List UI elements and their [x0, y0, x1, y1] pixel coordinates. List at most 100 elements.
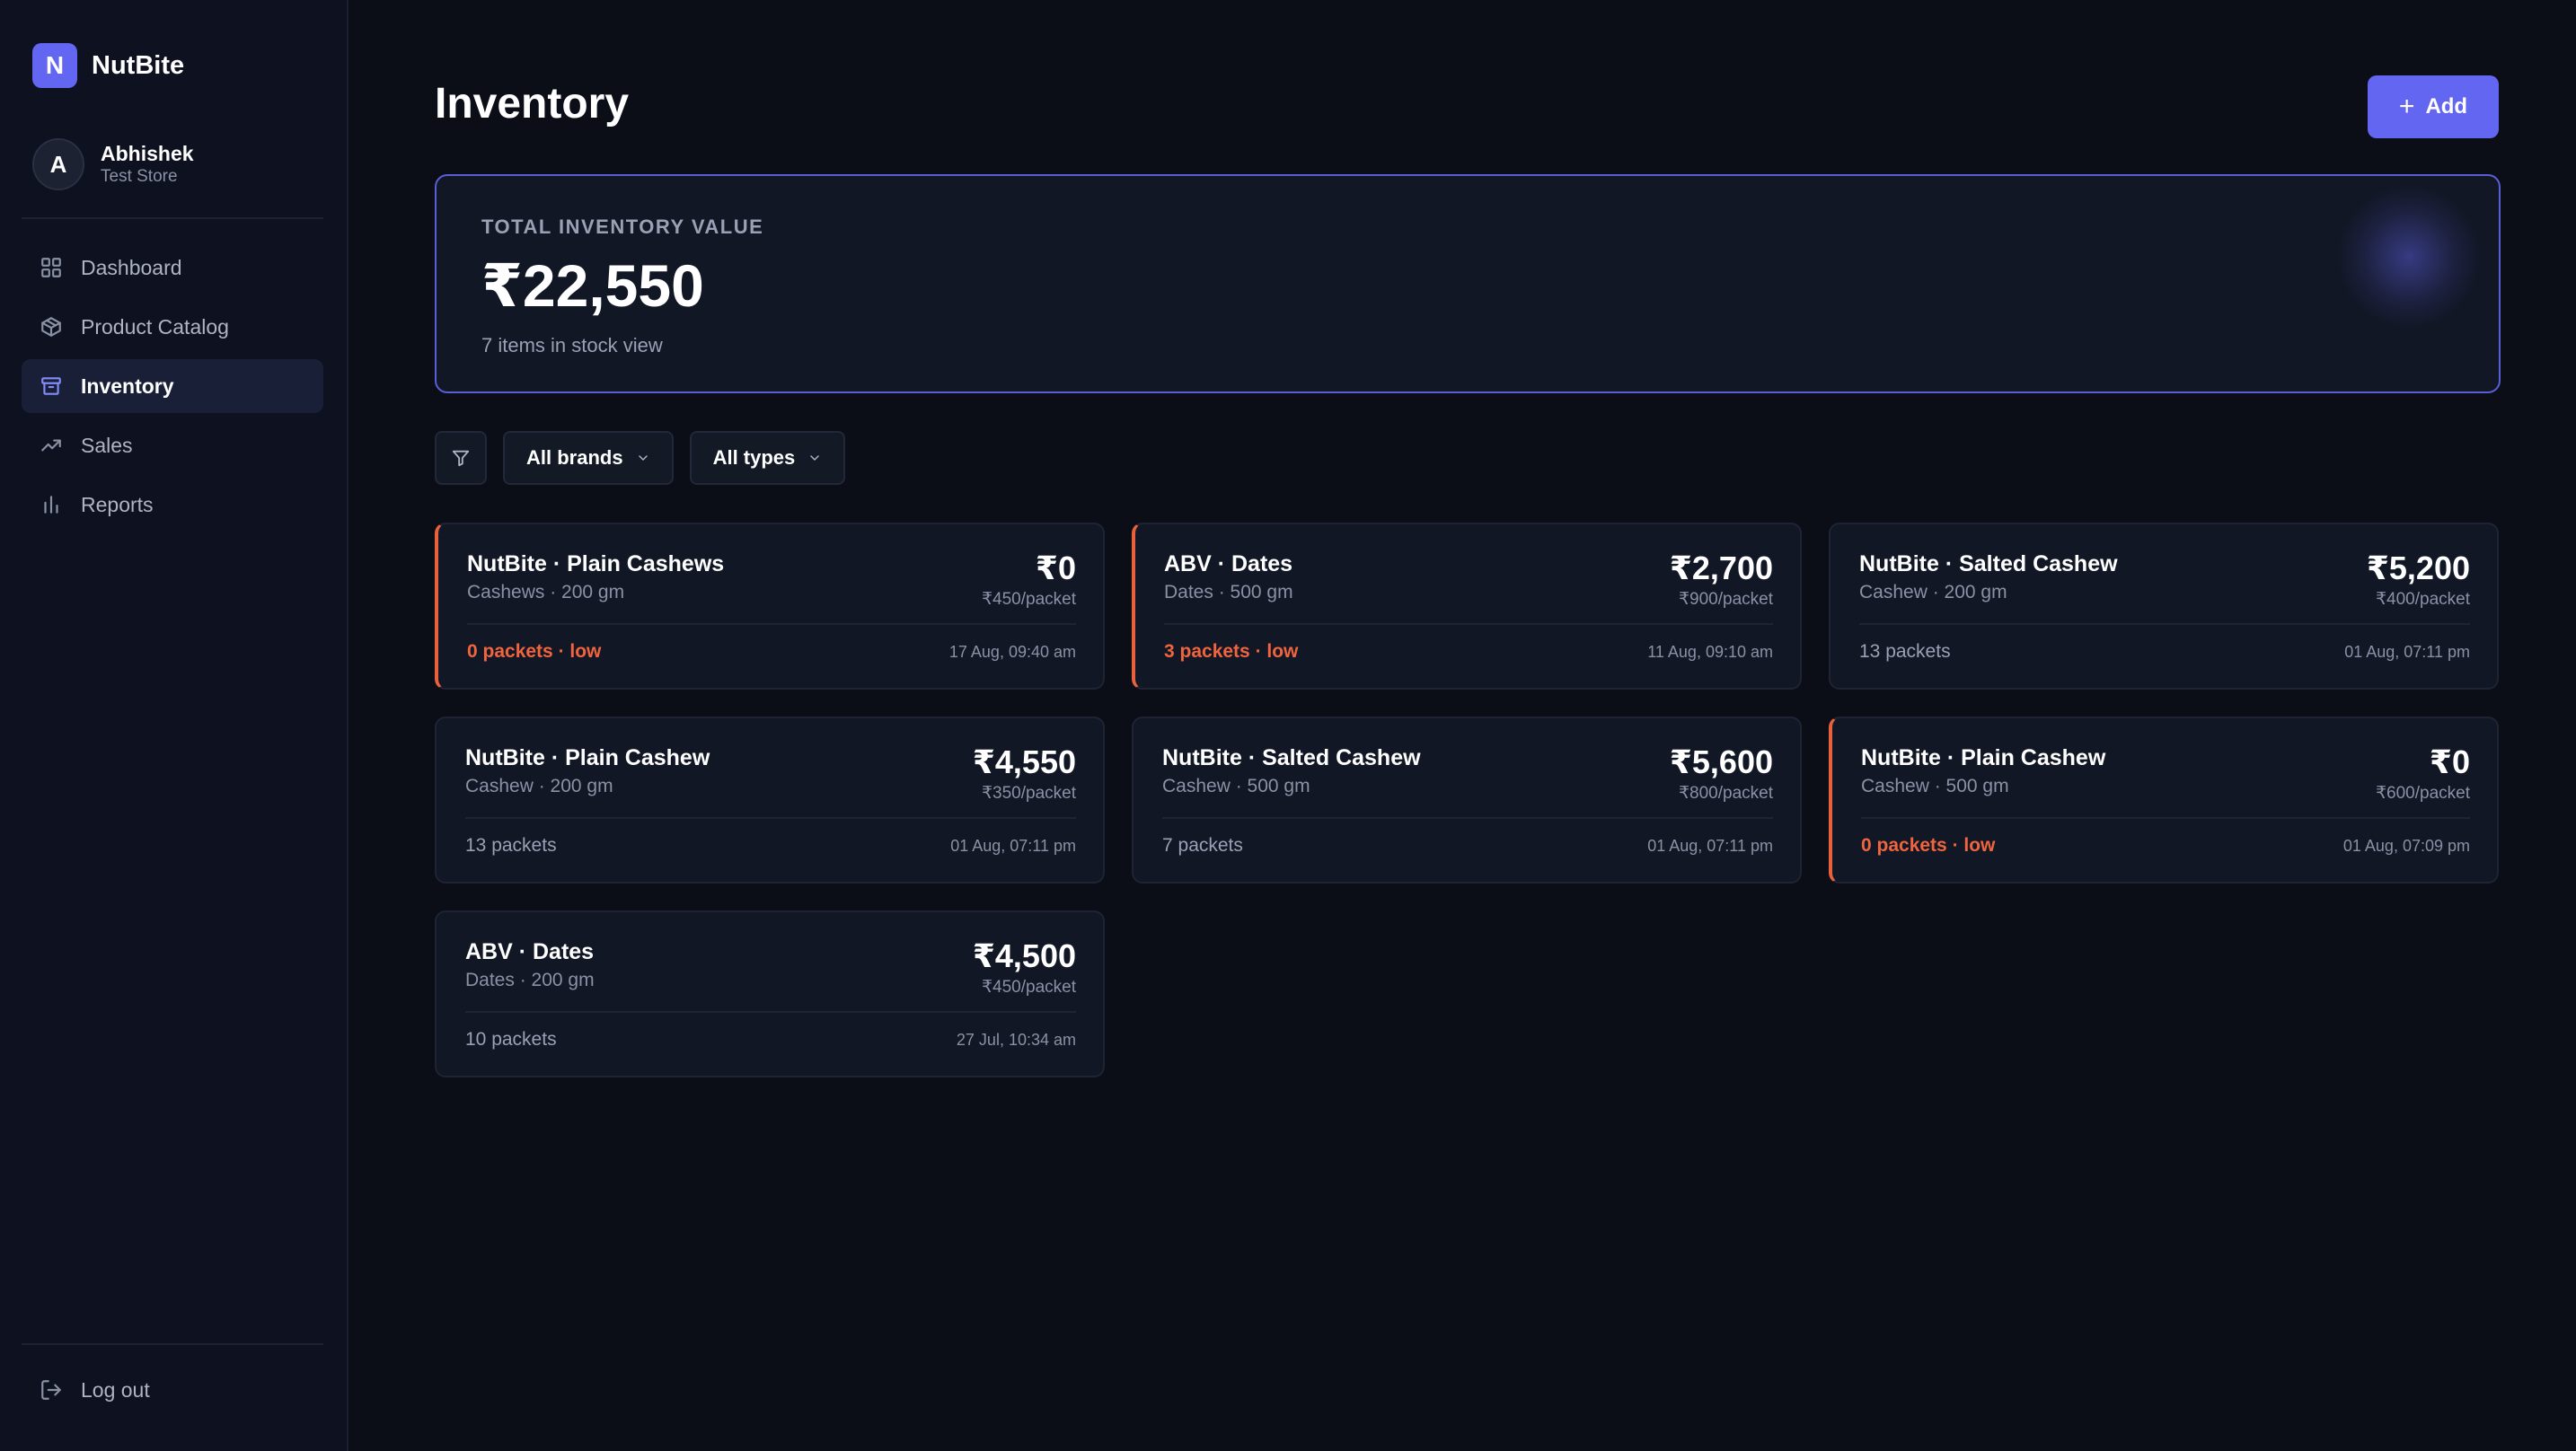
sidebar-divider [22, 217, 323, 219]
item-subtitle: Dates · 500 gm [1164, 582, 1293, 602]
sidebar-item-label: Reports [81, 492, 154, 516]
item-stock: 13 packets [1859, 641, 1951, 662]
user-profile[interactable]: A Abhishek Test Store [32, 138, 194, 190]
sidebar-item-label: Inventory [81, 374, 174, 398]
item-value: ₹2,700 [1669, 550, 1773, 586]
card-divider [1861, 817, 2470, 819]
sidebar-item-label: Sales [81, 433, 133, 457]
sidebar-nav: Dashboard Product Catalog Inventory Sale… [22, 241, 323, 537]
inventory-card[interactable]: NutBite · Plain Cashew Cashew · 200 gm ₹… [435, 717, 1105, 884]
log-out-icon [40, 1378, 63, 1402]
item-value: ₹4,550 [972, 743, 1076, 780]
item-value: ₹5,600 [1669, 743, 1773, 780]
item-stock: 13 packets [465, 835, 557, 856]
item-date: 01 Aug, 07:11 pm [1647, 837, 1773, 855]
item-title: NutBite · Plain Cashew [1861, 745, 2106, 770]
item-date: 27 Jul, 10:34 am [956, 1031, 1076, 1049]
filter-bar: All brands All types [435, 431, 846, 485]
add-button[interactable]: + Add [2368, 75, 2499, 138]
item-stock: 0 packets · low [1861, 835, 1996, 856]
bar-chart-icon [40, 493, 63, 516]
logout-label: Log out [81, 1377, 150, 1402]
sidebar-item-dashboard[interactable]: Dashboard [22, 241, 323, 295]
chevron-down-icon [810, 455, 820, 461]
decorative-glow [2337, 185, 2481, 329]
card-divider [1164, 623, 1773, 625]
total-inventory-subtitle: 7 items in stock view [481, 334, 663, 356]
item-value: ₹0 [1035, 550, 1076, 586]
inventory-card[interactable]: NutBite · Plain Cashew Cashew · 500 gm ₹… [1829, 717, 2499, 884]
total-inventory-value: ₹22,550 [481, 252, 704, 319]
inventory-card[interactable]: NutBite · Salted Cashew Cashew · 500 gm … [1132, 717, 1802, 884]
grid-icon [40, 256, 63, 279]
user-name: Abhishek [101, 142, 194, 165]
main-content: Inventory + Add TOTAL INVENTORY VALUE ₹2… [348, 0, 2576, 1451]
item-value: ₹4,500 [972, 937, 1076, 974]
inventory-card[interactable]: ABV · Dates Dates · 500 gm ₹2,700 ₹900/p… [1132, 523, 1802, 690]
item-stock: 10 packets [465, 1029, 557, 1050]
item-subtitle: Cashew · 500 gm [1162, 776, 1310, 796]
user-store: Test Store [101, 167, 178, 186]
item-stock: 7 packets [1162, 835, 1243, 856]
sidebar-item-label: Product Catalog [81, 314, 229, 339]
logout-button[interactable]: Log out [22, 1363, 323, 1417]
item-value: ₹0 [2429, 743, 2470, 780]
chevron-down-icon [638, 455, 648, 461]
filter-button[interactable] [435, 431, 487, 485]
sidebar-item-label: Dashboard [81, 255, 182, 279]
brand-filter-value: All brands [526, 446, 623, 469]
item-date: 11 Aug, 09:10 am [1647, 643, 1773, 661]
card-divider [1162, 817, 1773, 819]
inventory-card[interactable]: NutBite · Salted Cashew Cashew · 200 gm … [1829, 523, 2499, 690]
card-divider [467, 623, 1076, 625]
item-title: NutBite · Plain Cashews [467, 551, 725, 576]
item-unit-price: ₹900/packet [1678, 590, 1773, 609]
item-subtitle: Cashews · 200 gm [467, 582, 625, 602]
item-title: NutBite · Plain Cashew [465, 745, 710, 770]
type-filter-value: All types [712, 446, 796, 469]
total-inventory-label: TOTAL INVENTORY VALUE [481, 215, 764, 238]
sidebar-divider [22, 1343, 323, 1345]
brand-name: NutBite [92, 50, 185, 80]
item-unit-price: ₹800/packet [1678, 784, 1773, 803]
item-date: 01 Aug, 07:11 pm [2344, 643, 2470, 661]
item-title: ABV · Dates [1164, 551, 1293, 576]
item-unit-price: ₹450/packet [981, 978, 1076, 997]
item-subtitle: Cashew · 200 gm [1859, 582, 2007, 602]
sidebar-item-product-catalog[interactable]: Product Catalog [22, 300, 323, 354]
item-date: 01 Aug, 07:09 pm [2342, 837, 2470, 855]
item-stock: 3 packets · low [1164, 641, 1299, 662]
sidebar: N NutBite A Abhishek Test Store Dashboar… [0, 0, 348, 1451]
item-stock: 0 packets · low [467, 641, 602, 662]
filter-icon [452, 450, 470, 467]
item-unit-price: ₹450/packet [981, 590, 1076, 609]
trending-up-icon [40, 434, 63, 457]
brand[interactable]: N NutBite [32, 43, 184, 88]
item-unit-price: ₹350/packet [981, 784, 1076, 803]
card-divider [1859, 623, 2470, 625]
sidebar-item-sales[interactable]: Sales [22, 418, 323, 472]
page-title: Inventory [435, 80, 630, 128]
item-date: 01 Aug, 07:11 pm [950, 837, 1076, 855]
item-title: NutBite · Salted Cashew [1162, 745, 1421, 770]
item-title: ABV · Dates [465, 939, 595, 964]
type-filter-select[interactable]: All types [689, 431, 846, 485]
package-icon [40, 315, 63, 339]
item-unit-price: ₹600/packet [2375, 784, 2470, 803]
brand-filter-select[interactable]: All brands [503, 431, 674, 485]
avatar: A [32, 138, 84, 190]
item-date: 17 Aug, 09:40 am [948, 643, 1076, 661]
inventory-card[interactable]: NutBite · Plain Cashews Cashews · 200 gm… [435, 523, 1105, 690]
item-subtitle: Cashew · 500 gm [1861, 776, 2009, 796]
card-divider [465, 817, 1076, 819]
card-divider [465, 1011, 1076, 1013]
total-inventory-card: TOTAL INVENTORY VALUE ₹22,550 7 items in… [435, 174, 2501, 393]
item-value: ₹5,200 [2366, 550, 2470, 586]
inventory-card[interactable]: ABV · Dates Dates · 200 gm ₹4,500 ₹450/p… [435, 910, 1105, 1077]
item-title: NutBite · Salted Cashew [1859, 551, 2118, 576]
item-subtitle: Cashew · 200 gm [465, 776, 613, 796]
brand-logo: N [32, 43, 77, 88]
sidebar-item-inventory[interactable]: Inventory [22, 359, 323, 413]
item-unit-price: ₹400/packet [2375, 590, 2470, 609]
sidebar-item-reports[interactable]: Reports [22, 478, 323, 532]
